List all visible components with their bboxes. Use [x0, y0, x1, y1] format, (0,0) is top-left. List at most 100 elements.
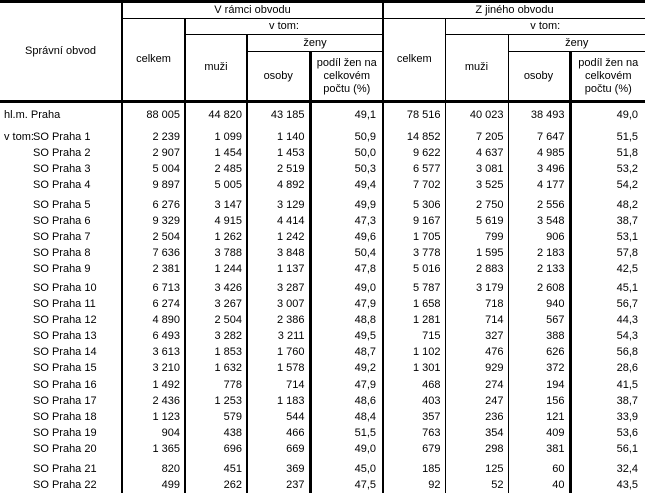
value-cell: 4 985	[508, 145, 570, 161]
value-cell: 53,2	[570, 161, 645, 177]
value-cell: 60	[508, 457, 570, 477]
col-header-celkem-1: celkem	[122, 19, 185, 102]
value-cell: 7 205	[445, 123, 508, 145]
value-cell: 44 820	[185, 102, 247, 124]
value-cell: 327	[445, 328, 508, 344]
value-cell: 2 183	[508, 245, 570, 261]
row-label: SO Praha 16	[33, 379, 97, 391]
value-cell: 51,5	[570, 123, 645, 145]
value-cell: 403	[383, 393, 445, 409]
corner-header-spravni-obvod: Správní obvod	[0, 2, 122, 102]
value-cell: 51,5	[310, 425, 383, 441]
row-label: SO Praha 5	[33, 199, 90, 211]
value-cell: 41,5	[570, 376, 645, 393]
value-cell: 54,3	[570, 328, 645, 344]
value-cell: 50,3	[310, 161, 383, 177]
value-cell: 451	[185, 457, 247, 477]
row-label: SO Praha 13	[33, 330, 97, 342]
col-header-celkem-2: celkem	[383, 19, 445, 102]
value-cell: 1 262	[185, 229, 247, 245]
value-cell: 51,8	[570, 145, 645, 161]
value-cell: 194	[508, 376, 570, 393]
value-cell: 2 386	[247, 312, 310, 328]
value-cell: 47,9	[310, 376, 383, 393]
value-cell: 52	[445, 477, 508, 493]
value-cell: 696	[185, 441, 247, 457]
value-cell: 1 365	[122, 441, 185, 457]
value-cell: 1 705	[383, 229, 445, 245]
row-label-cell: SO Praha 22	[0, 477, 122, 493]
value-cell: 6 276	[122, 193, 185, 213]
value-cell: 369	[247, 457, 310, 477]
value-cell: 1 123	[122, 409, 185, 425]
value-cell: 388	[508, 328, 570, 344]
value-cell: 1 578	[247, 360, 310, 376]
value-cell: 2 750	[445, 193, 508, 213]
value-cell: 47,5	[310, 477, 383, 493]
value-cell: 45,0	[310, 457, 383, 477]
value-cell: 121	[508, 409, 570, 425]
value-cell: 50,4	[310, 245, 383, 261]
value-cell: 1 253	[185, 393, 247, 409]
value-cell: 44,3	[570, 312, 645, 328]
value-cell: 679	[383, 441, 445, 457]
row-label: hl.m. Praha	[4, 109, 60, 121]
value-cell: 2 381	[122, 261, 185, 277]
value-cell: 354	[445, 425, 508, 441]
value-cell: 43 185	[247, 102, 310, 124]
value-cell: 1 853	[185, 344, 247, 360]
value-cell: 3 613	[122, 344, 185, 360]
value-cell: 298	[445, 441, 508, 457]
value-cell: 4 637	[445, 145, 508, 161]
value-cell: 3 496	[508, 161, 570, 177]
value-cell: 1 453	[247, 145, 310, 161]
value-cell: 5 306	[383, 193, 445, 213]
value-cell: 466	[247, 425, 310, 441]
table-header: Správní obvod V rámci obvodu Z jiného ob…	[0, 2, 645, 102]
value-cell: 468	[383, 376, 445, 393]
row-label-cell: SO Praha 13	[0, 328, 122, 344]
value-cell: 49,6	[310, 229, 383, 245]
row-label-cell: SO Praha 8	[0, 245, 122, 261]
subgroup-header-zeny-2: ženy	[508, 35, 645, 52]
value-cell: 56,8	[570, 344, 645, 360]
row-label: SO Praha 1	[33, 131, 90, 143]
row-label: SO Praha 8	[33, 247, 90, 259]
value-cell: 4 915	[185, 213, 247, 229]
value-cell: 9 897	[122, 177, 185, 193]
value-cell: 2 239	[122, 123, 185, 145]
value-cell: 50,9	[310, 123, 383, 145]
value-cell: 92	[383, 477, 445, 493]
value-cell: 357	[383, 409, 445, 425]
value-cell: 236	[445, 409, 508, 425]
value-cell: 3 210	[122, 360, 185, 376]
col-header-muzi-2: muži	[445, 35, 508, 102]
value-cell: 49,0	[310, 277, 383, 296]
value-cell: 669	[247, 441, 310, 457]
row-label-cell: SO Praha 6	[0, 213, 122, 229]
row-label-cell: SO Praha 16	[0, 376, 122, 393]
value-cell: 1 099	[185, 123, 247, 145]
row-label: SO Praha 15	[33, 362, 97, 374]
value-cell: 9 167	[383, 213, 445, 229]
value-cell: 4 414	[247, 213, 310, 229]
value-cell: 1 102	[383, 344, 445, 360]
col-header-muzi-1: muži	[185, 35, 247, 102]
value-cell: 48,4	[310, 409, 383, 425]
value-cell: 778	[185, 376, 247, 393]
value-cell: 57,8	[570, 245, 645, 261]
value-cell: 88 005	[122, 102, 185, 124]
row-label-cell: SO Praha 18	[0, 409, 122, 425]
value-cell: 2 436	[122, 393, 185, 409]
value-cell: 2 519	[247, 161, 310, 177]
value-cell: 48,6	[310, 393, 383, 409]
value-cell: 3 848	[247, 245, 310, 261]
